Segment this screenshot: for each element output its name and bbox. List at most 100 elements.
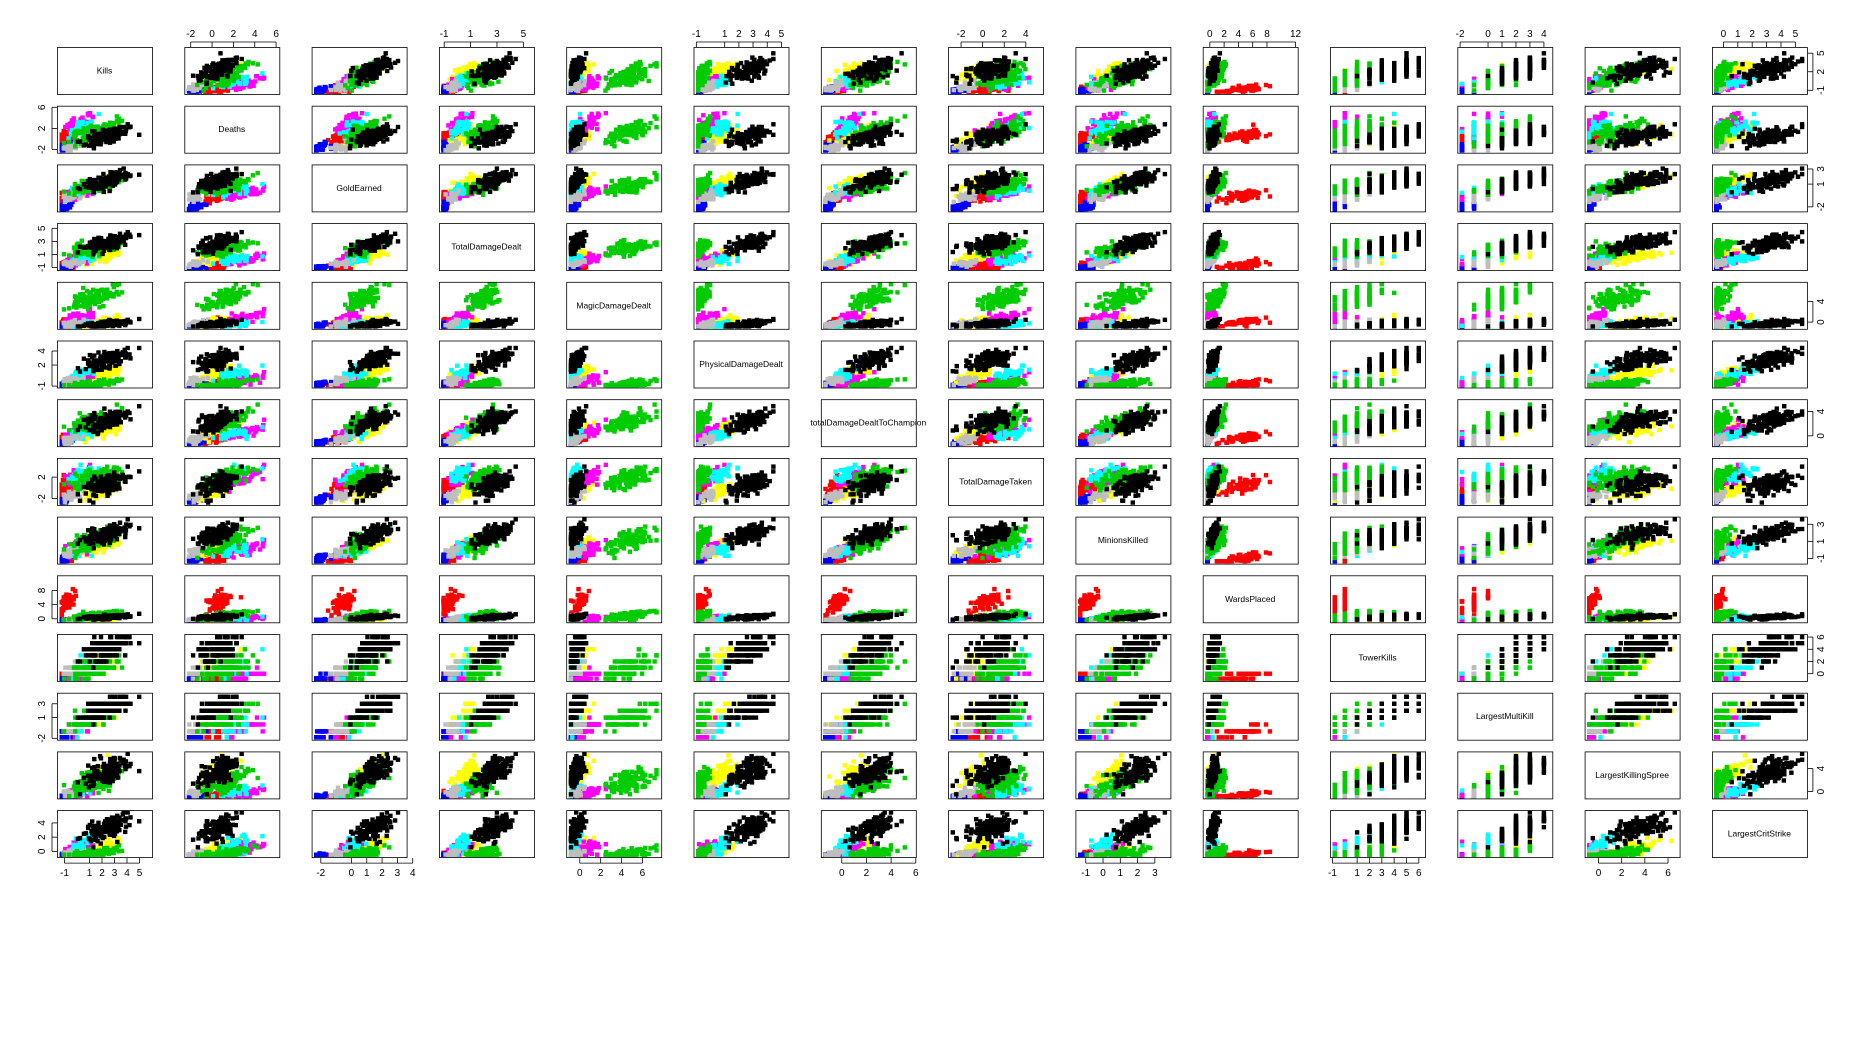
point bbox=[719, 81, 723, 85]
point bbox=[1085, 83, 1089, 87]
point bbox=[350, 88, 354, 92]
point bbox=[379, 63, 383, 67]
point bbox=[963, 80, 967, 84]
point bbox=[1122, 62, 1126, 66]
point bbox=[994, 58, 998, 62]
point bbox=[253, 79, 257, 83]
point bbox=[951, 74, 955, 78]
panel-0-9 bbox=[1203, 48, 1298, 95]
point bbox=[979, 75, 983, 79]
point bbox=[591, 86, 595, 90]
point bbox=[505, 64, 509, 68]
panel-0-1 bbox=[185, 48, 280, 95]
point bbox=[591, 79, 595, 83]
point bbox=[1022, 64, 1026, 68]
point bbox=[371, 67, 375, 71]
point bbox=[1127, 58, 1131, 62]
point bbox=[374, 62, 378, 66]
diagonal-label: Kills bbox=[97, 66, 113, 76]
point bbox=[997, 74, 1001, 78]
point bbox=[1007, 75, 1011, 79]
point bbox=[494, 63, 498, 67]
point bbox=[758, 64, 762, 68]
point bbox=[771, 51, 775, 55]
point bbox=[582, 88, 586, 92]
point bbox=[261, 76, 265, 80]
point bbox=[629, 83, 633, 87]
point bbox=[750, 62, 754, 66]
point bbox=[648, 64, 652, 68]
point bbox=[713, 74, 717, 78]
point bbox=[1114, 82, 1118, 86]
panel-0-5 bbox=[694, 48, 789, 95]
point bbox=[857, 78, 861, 82]
point bbox=[612, 81, 616, 85]
point bbox=[1098, 81, 1102, 85]
panel-0-3 bbox=[439, 48, 534, 95]
point bbox=[214, 72, 218, 76]
point bbox=[1206, 67, 1210, 71]
point bbox=[697, 66, 701, 70]
point bbox=[746, 67, 750, 71]
point bbox=[245, 75, 249, 79]
point bbox=[763, 68, 767, 72]
point bbox=[227, 79, 231, 83]
point bbox=[982, 79, 986, 83]
point bbox=[457, 83, 461, 87]
point bbox=[1133, 72, 1137, 76]
point bbox=[1114, 61, 1118, 65]
point bbox=[1023, 57, 1027, 61]
panel-0-6 bbox=[821, 48, 916, 95]
point bbox=[215, 76, 219, 80]
point bbox=[464, 74, 468, 78]
point bbox=[1220, 89, 1224, 93]
point bbox=[329, 88, 333, 92]
point bbox=[952, 88, 956, 92]
point bbox=[1027, 80, 1031, 84]
point bbox=[955, 76, 959, 80]
point bbox=[858, 88, 862, 92]
point bbox=[256, 62, 260, 66]
point bbox=[357, 82, 361, 86]
point bbox=[967, 89, 971, 93]
point bbox=[442, 89, 446, 93]
point bbox=[333, 85, 337, 89]
point bbox=[1009, 83, 1013, 87]
point bbox=[724, 80, 728, 84]
point bbox=[707, 80, 711, 84]
point bbox=[222, 80, 226, 84]
point bbox=[237, 82, 241, 86]
point bbox=[763, 59, 767, 63]
point bbox=[725, 61, 729, 65]
point bbox=[834, 69, 838, 73]
point bbox=[1216, 68, 1220, 72]
point bbox=[989, 63, 993, 67]
point bbox=[727, 70, 731, 74]
point bbox=[730, 82, 734, 86]
point bbox=[1230, 88, 1234, 92]
point bbox=[351, 66, 355, 70]
point bbox=[768, 58, 772, 62]
point bbox=[192, 89, 196, 93]
point bbox=[834, 80, 838, 84]
point bbox=[573, 72, 577, 76]
point bbox=[483, 64, 487, 68]
point bbox=[323, 85, 327, 89]
panel-0-4 bbox=[567, 48, 662, 95]
points bbox=[1205, 51, 1272, 94]
point bbox=[730, 66, 734, 70]
point bbox=[569, 73, 573, 77]
point bbox=[1146, 58, 1150, 62]
point bbox=[746, 72, 750, 76]
point bbox=[508, 56, 512, 60]
point bbox=[969, 67, 973, 71]
point bbox=[197, 79, 201, 83]
point bbox=[736, 63, 740, 67]
point bbox=[1131, 63, 1135, 67]
point bbox=[218, 51, 222, 55]
point bbox=[1027, 76, 1031, 80]
point bbox=[469, 74, 473, 78]
point bbox=[647, 79, 651, 83]
points bbox=[1078, 51, 1167, 94]
point bbox=[255, 74, 259, 78]
